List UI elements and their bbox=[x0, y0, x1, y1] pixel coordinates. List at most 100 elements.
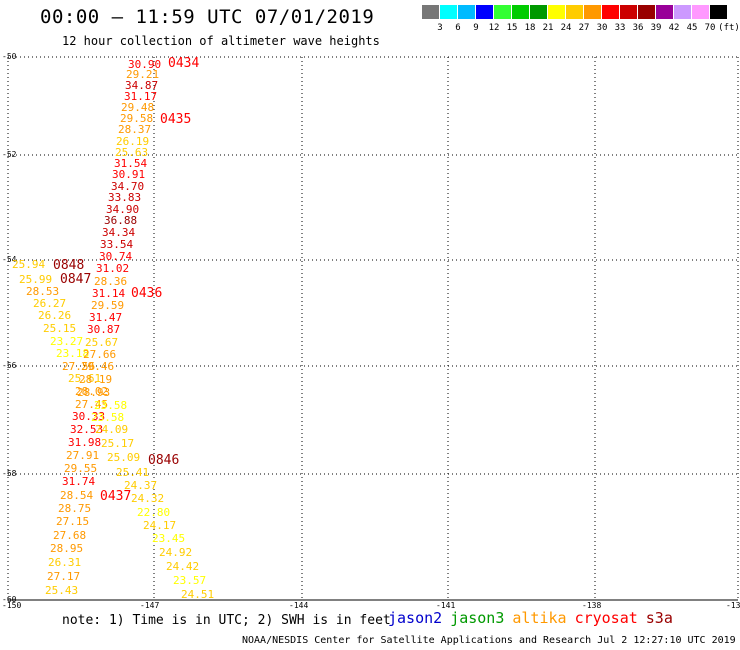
wave-height-value: 24.42 bbox=[166, 560, 200, 573]
color-scale-tick: 9 bbox=[473, 23, 479, 33]
graticule bbox=[7, 56, 739, 601]
legend-item-cryosat: cryosat bbox=[574, 609, 638, 627]
wave-height-value: 29.48 bbox=[121, 101, 155, 114]
color-scale-tick: 70 bbox=[704, 23, 716, 33]
wave-height-value: 28.75 bbox=[58, 502, 92, 515]
map-title: 00:00 – 11:59 UTC 07/01/2019 bbox=[40, 6, 375, 28]
wave-height-value: 31.74 bbox=[62, 475, 96, 488]
wave-height-value: 31.17 bbox=[124, 90, 158, 103]
color-scale-tick: 24 bbox=[560, 23, 572, 33]
wave-height-value: 28.19 bbox=[79, 373, 113, 386]
color-swatch bbox=[548, 5, 565, 19]
pass-time-label: 0846 bbox=[148, 453, 180, 468]
legend-item-altika: altika bbox=[512, 609, 567, 627]
color-swatch bbox=[674, 5, 691, 19]
wave-height-value: 28.02 bbox=[75, 385, 109, 398]
wave-height-value: 31.54 bbox=[114, 157, 148, 170]
wave-height-value: 28.95 bbox=[50, 542, 84, 555]
color-scale-unit: (ft) bbox=[718, 23, 740, 33]
wave-height-value: 25.43 bbox=[45, 584, 79, 597]
color-scale-tick: 27 bbox=[578, 23, 590, 33]
wave-height-value: 34.70 bbox=[111, 180, 145, 193]
wave-height-value: 27.68 bbox=[53, 529, 87, 542]
wave-height-value: 23.18 bbox=[56, 347, 90, 360]
wave-height-value: 24.92 bbox=[159, 546, 193, 559]
color-scale-tick: 6 bbox=[455, 23, 461, 33]
longitude-label: -138 bbox=[582, 601, 602, 610]
footer-note: note: 1) Time is in UTC; 2) SWH is in fe… bbox=[62, 613, 391, 628]
wave-height-value: 28.53 bbox=[26, 285, 60, 298]
wave-height-value: 25.61 bbox=[68, 372, 102, 385]
wave-height-value: 34.34 bbox=[102, 226, 136, 239]
color-scale-tick: 12 bbox=[488, 23, 500, 33]
color-swatch bbox=[440, 5, 457, 19]
wave-height-value: 25.63 bbox=[115, 146, 149, 159]
color-scale-tick: 3 bbox=[437, 23, 443, 33]
wave-height-value: 25.09 bbox=[107, 451, 141, 464]
wave-height-value: 23.27 bbox=[50, 335, 84, 348]
wave-height-value: 29.21 bbox=[126, 68, 160, 81]
map-plot-area bbox=[7, 56, 739, 601]
wave-height-value: 31.14 bbox=[92, 287, 126, 300]
credit-line: NOAA/NESDIS Center for Satellite Applica… bbox=[242, 635, 736, 646]
color-scale-tick: 45 bbox=[686, 23, 698, 33]
color-scale-tick: 36 bbox=[632, 23, 644, 33]
longitude-label: -147 bbox=[140, 601, 160, 610]
legend-item-jason2: jason2 bbox=[388, 609, 443, 627]
wave-height-value: 23.58 bbox=[94, 399, 128, 412]
wave-height-value: 26.31 bbox=[48, 556, 82, 569]
color-scale-tick: 39 bbox=[650, 23, 662, 33]
wave-height-value: 25.67 bbox=[85, 336, 119, 349]
wave-height-value: 33.54 bbox=[100, 238, 134, 251]
color-swatch bbox=[620, 5, 637, 19]
wave-height-value: 27.45 bbox=[75, 398, 109, 411]
latitude-label: -54 bbox=[2, 255, 17, 264]
color-swatch bbox=[656, 5, 673, 19]
wave-height-value: 27.56 bbox=[62, 360, 96, 373]
color-scale-tick: 18 bbox=[524, 23, 536, 33]
color-swatch bbox=[422, 5, 439, 19]
wave-height-value: 27.17 bbox=[47, 570, 81, 583]
wave-height-value: 30.90 bbox=[128, 58, 162, 71]
latitude-label: -52 bbox=[2, 150, 17, 159]
color-scale-tick: 33 bbox=[614, 23, 626, 33]
wave-height-value: 29.58 bbox=[120, 112, 154, 125]
wave-height-value: 24.09 bbox=[95, 423, 129, 436]
pass-time-label: 0435 bbox=[160, 112, 192, 127]
wave-height-value: 29.59 bbox=[91, 299, 125, 312]
wave-height-value: 28.36 bbox=[94, 275, 128, 288]
map-subtitle: 12 hour collection of altimeter wave hei… bbox=[62, 34, 380, 48]
wave-height-value: 34.87 bbox=[125, 79, 159, 92]
color-swatch bbox=[476, 5, 493, 19]
wave-height-value: 34.90 bbox=[106, 203, 140, 216]
wave-height-value: 25.94 bbox=[12, 258, 46, 271]
wave-height-value: 27.66 bbox=[83, 348, 117, 361]
color-swatch bbox=[512, 5, 529, 19]
color-scale-tick: 42 bbox=[668, 23, 680, 33]
wave-height-value: 31.02 bbox=[96, 262, 130, 275]
latitude-label: -50 bbox=[2, 52, 17, 61]
wave-height-value: 29.55 bbox=[64, 462, 98, 475]
wave-height-value: 28.54 bbox=[60, 489, 94, 502]
wave-height-value: 25.15 bbox=[43, 322, 77, 335]
color-swatch bbox=[494, 5, 511, 19]
color-swatch bbox=[584, 5, 601, 19]
wave-height-value: 25.99 bbox=[19, 273, 53, 286]
color-swatch bbox=[692, 5, 709, 19]
wave-height-value: 26.19 bbox=[116, 135, 150, 148]
wave-height-value: 25.41 bbox=[116, 466, 150, 479]
latitude-label: -56 bbox=[2, 361, 17, 370]
color-swatch bbox=[638, 5, 655, 19]
wave-height-value: 24.17 bbox=[143, 519, 177, 532]
wave-height-value: 24.37 bbox=[124, 479, 158, 492]
wave-height-value: 30.87 bbox=[87, 323, 121, 336]
color-swatch bbox=[530, 5, 547, 19]
wave-height-value: 24.51 bbox=[181, 588, 215, 601]
wave-height-value: 30.33 bbox=[72, 410, 106, 423]
longitude-label: -13 bbox=[726, 601, 740, 610]
pass-time-label: 0436 bbox=[131, 286, 163, 301]
color-swatch bbox=[710, 5, 727, 19]
longitude-label: -150 bbox=[2, 601, 22, 610]
legend-item-jason3: jason3 bbox=[450, 609, 505, 627]
wave-height-value: 26.26 bbox=[38, 309, 72, 322]
